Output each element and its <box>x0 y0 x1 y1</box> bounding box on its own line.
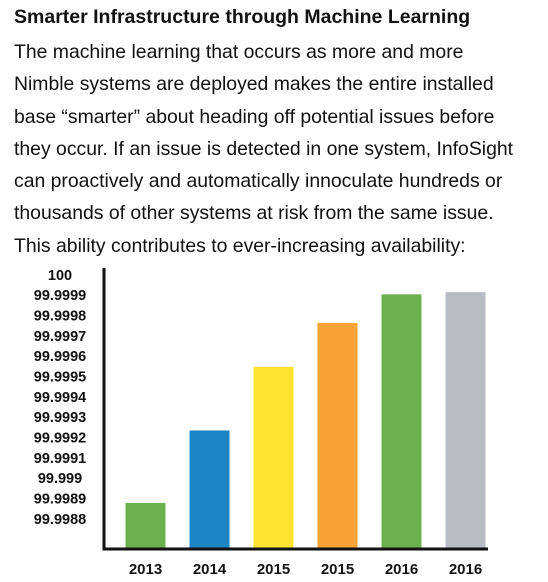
y-tick-label: 99.9996 <box>34 349 86 365</box>
x-tick-label: 2015 <box>321 561 354 578</box>
bar <box>317 322 358 549</box>
y-tick-label: 99.9997 <box>34 329 86 345</box>
x-tick-label: 2014 <box>193 561 227 578</box>
y-tick-label: 99.9994 <box>34 390 86 406</box>
bar <box>445 292 486 549</box>
bar <box>125 502 166 549</box>
bar <box>189 430 230 549</box>
x-tick-label: 2016 <box>385 561 418 578</box>
y-tick-label: 99.9998 <box>34 308 86 324</box>
intro-paragraph: The machine learning that occurs as more… <box>14 36 546 262</box>
y-tick-label: 99.9988 <box>34 512 86 528</box>
x-tick-label: 2015 <box>257 561 290 578</box>
y-tick-label: 100 <box>48 268 72 284</box>
x-tick-label: 2013 <box>129 561 162 578</box>
y-tick-label: 99.9993 <box>34 410 86 426</box>
page-heading: Smarter Infrastructure through Machine L… <box>14 6 471 28</box>
paragraph-line: Nimble systems are deployed makes the en… <box>14 73 494 96</box>
bar <box>381 294 422 549</box>
bar <box>253 366 294 549</box>
paragraph-line: thousands of other systems at risk from … <box>14 202 494 225</box>
paragraph-line: can proactively and automatically innocu… <box>14 170 503 193</box>
y-tick-label: 99.9995 <box>34 369 86 385</box>
y-tick-label: 99.999 <box>38 471 82 487</box>
y-tick-label: 99.9989 <box>34 491 86 507</box>
paragraph-line: This ability contributes to ever-increas… <box>14 234 466 257</box>
y-tick-label: 99.9999 <box>34 288 86 304</box>
y-tick-label: 99.9991 <box>34 451 86 467</box>
x-tick-label: 2016 <box>449 561 482 578</box>
paragraph-line: The machine learning that occurs as more… <box>14 41 464 63</box>
paragraph-line: base “smarter” about heading off potenti… <box>14 105 495 128</box>
y-tick-label: 99.9992 <box>34 430 86 446</box>
paragraph-line: they occur. If an issue is detected in o… <box>14 137 514 160</box>
